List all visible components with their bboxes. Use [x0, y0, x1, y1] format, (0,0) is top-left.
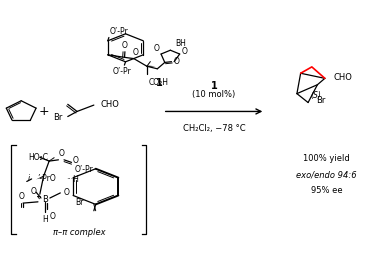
Text: O: O: [63, 188, 69, 197]
Text: O: O: [174, 57, 180, 66]
Text: 1: 1: [156, 78, 162, 88]
Text: BH: BH: [175, 39, 186, 48]
Text: O: O: [58, 149, 64, 158]
Text: +: +: [38, 105, 49, 118]
Text: (S): (S): [310, 91, 321, 100]
Text: ···H: ···H: [66, 175, 79, 184]
Text: O: O: [133, 48, 139, 57]
Text: Br: Br: [316, 96, 326, 105]
Text: Br: Br: [53, 113, 62, 122]
Text: O: O: [30, 187, 36, 196]
Text: O: O: [73, 156, 79, 165]
Text: CH₂Cl₂, −78 °C: CH₂Cl₂, −78 °C: [183, 123, 245, 133]
Text: O: O: [181, 47, 187, 56]
Text: HO₂C: HO₂C: [29, 153, 49, 162]
Text: O: O: [18, 191, 24, 200]
Text: ’-PrO: ’-PrO: [37, 174, 56, 183]
Text: π–π complex: π–π complex: [53, 228, 105, 237]
Text: Br: Br: [75, 198, 83, 207]
Text: i: i: [28, 174, 30, 183]
Text: O’-Pr: O’-Pr: [110, 27, 128, 36]
Text: O’-Pr: O’-Pr: [113, 67, 131, 76]
Polygon shape: [147, 66, 156, 67]
Text: CHO: CHO: [101, 100, 119, 109]
Text: 95% ee: 95% ee: [311, 186, 343, 195]
Text: 1: 1: [211, 81, 217, 91]
Text: exo/endo 94:6: exo/endo 94:6: [297, 170, 357, 180]
Text: CO₂H: CO₂H: [149, 79, 169, 88]
Text: (10 mol%): (10 mol%): [192, 90, 236, 99]
Text: CHO: CHO: [333, 73, 352, 82]
Text: O: O: [50, 212, 56, 221]
Text: O: O: [121, 41, 127, 50]
Polygon shape: [36, 176, 44, 179]
Text: B: B: [43, 195, 48, 204]
Text: 100% yield: 100% yield: [303, 154, 350, 163]
Text: O: O: [154, 44, 160, 53]
Text: O’-Pr: O’-Pr: [75, 165, 94, 174]
Text: H: H: [43, 215, 48, 223]
